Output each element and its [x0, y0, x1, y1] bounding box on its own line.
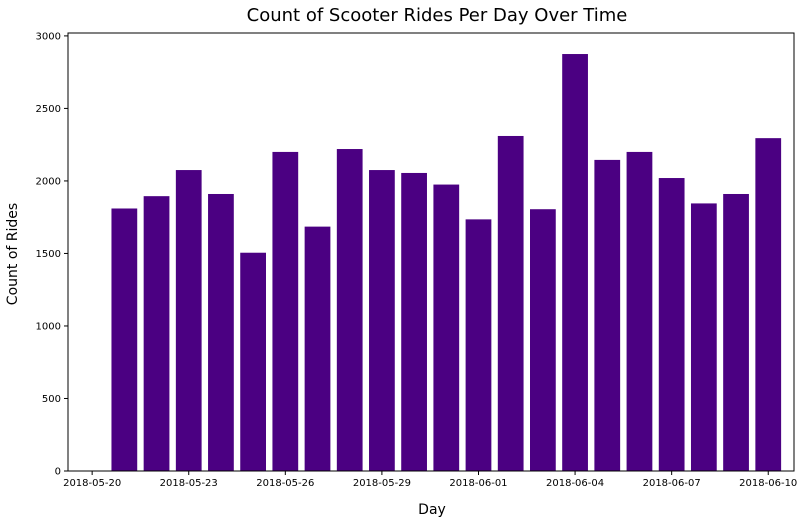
- x-tick-label: 2018-05-29: [353, 478, 411, 489]
- y-tick-label: 0: [55, 467, 61, 478]
- bar-2018-06-10: [755, 138, 782, 472]
- bar-2018-05-21: [111, 208, 138, 472]
- bar-2018-05-31: [433, 184, 460, 471]
- y-tick-label: 3000: [36, 31, 61, 42]
- bar-2018-06-04: [562, 54, 588, 472]
- bar-2018-05-23: [175, 170, 202, 472]
- x-tick-label: 2018-05-23: [160, 478, 218, 489]
- y-axis: 0 500 1000 1500 2000 2500 3000: [36, 31, 68, 478]
- y-tick-label: 2000: [36, 176, 61, 187]
- x-tick-label: 2018-06-07: [643, 478, 701, 489]
- bars-group: [111, 54, 782, 472]
- y-axis-label: Count of Rides: [5, 203, 21, 305]
- y-tick-label: 2500: [36, 104, 61, 115]
- x-axis-label: Day: [418, 502, 446, 518]
- bar-2018-05-27: [304, 226, 331, 471]
- bar-2018-06-09: [723, 193, 749, 471]
- y-tick-label: 1500: [36, 249, 61, 260]
- bar-2018-06-05: [594, 159, 621, 471]
- y-tick-label: 500: [42, 394, 61, 405]
- bar-2018-05-22: [143, 196, 170, 472]
- x-tick-label: 2018-06-04: [546, 478, 604, 489]
- x-tick-label: 2018-05-26: [256, 478, 314, 489]
- bar-2018-05-28: [336, 149, 363, 471]
- bar-2018-06-07: [658, 178, 685, 471]
- x-axis: 2018-05-20 2018-05-23 2018-05-26 2018-05-29…: [63, 471, 797, 489]
- bar-2018-05-24: [208, 193, 234, 471]
- x-tick-label: 2018-06-01: [449, 478, 507, 489]
- bar-2018-06-02: [497, 135, 524, 471]
- plot-frame: [67, 32, 795, 472]
- bar-2018-05-30: [401, 172, 427, 471]
- bar-2018-05-29: [369, 170, 395, 472]
- bar-2018-06-06: [626, 151, 653, 471]
- x-tick-label: 2018-06-10: [739, 478, 797, 489]
- chart-title: Count of Scooter Rides Per Day Over Time: [247, 5, 628, 26]
- x-tick-label: 2018-05-20: [63, 478, 121, 489]
- bar-2018-05-26: [272, 151, 299, 471]
- bar-2018-05-25: [240, 252, 266, 471]
- y-tick-label: 1000: [36, 321, 61, 332]
- bar-2018-06-01: [465, 219, 492, 471]
- bar-2018-06-03: [530, 209, 556, 472]
- bar-2018-06-08: [690, 203, 717, 471]
